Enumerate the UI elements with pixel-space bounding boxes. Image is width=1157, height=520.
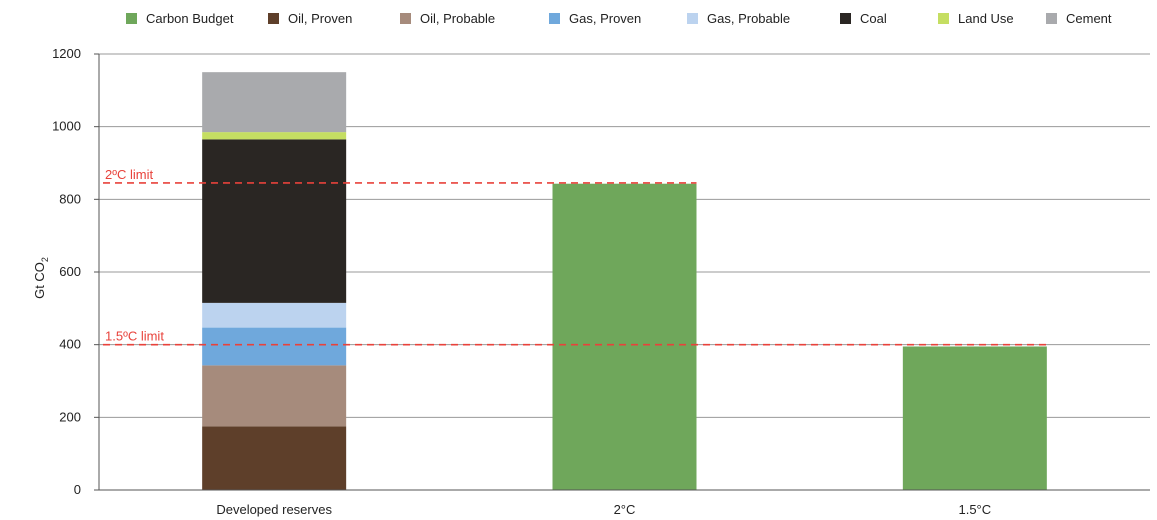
reference-lines: 2ºC limit 1.5ºC limit [103, 167, 1047, 346]
bar-developed-reserves-gas-proven [202, 327, 347, 366]
bar-developed-reserves-oil-proven [202, 426, 347, 490]
bar-developed-reserves-cement [202, 72, 347, 133]
y-tick-label-600: 600 [59, 264, 81, 279]
legend-label-cement: Cement [1066, 11, 1112, 26]
legend-label-gas-probable: Gas, Probable [707, 11, 790, 26]
bar-developed-reserves-land-use [202, 132, 347, 140]
legend-item-cement: Cement [1046, 11, 1112, 26]
legend-item-oil-proven: Oil, Proven [268, 11, 352, 26]
legend-label-oil-probable: Oil, Probable [420, 11, 495, 26]
bar-2-c-carbon-budget [552, 183, 697, 490]
legend-swatch-oil-proven [268, 13, 279, 24]
legend-item-coal: Coal [840, 11, 887, 26]
legend-swatch-gas-proven [549, 13, 560, 24]
legend-swatch-carbon-budget [126, 13, 137, 24]
legend-item-land-use: Land Use [938, 11, 1014, 26]
legend-swatch-gas-probable [687, 13, 698, 24]
y-tick-label-200: 200 [59, 409, 81, 424]
x-tick-label-2-c: 2°C [614, 502, 636, 517]
y-tick-label-400: 400 [59, 337, 81, 352]
chart-legend: Carbon Budget Oil, Proven Oil, Probable Gas… [126, 11, 1112, 26]
x-tick-label-1-5-c: 1.5°C [958, 502, 991, 517]
legend-label-gas-proven: Gas, Proven [569, 11, 641, 26]
y-tick-label-0: 0 [74, 482, 81, 497]
bar-developed-reserves-oil-probable [202, 365, 347, 427]
y-axis-label-subscript: 2 [40, 257, 50, 262]
legend-swatch-land-use [938, 13, 949, 24]
bar-developed-reserves-gas-probable [202, 302, 347, 328]
legend-item-carbon-budget: Carbon Budget [126, 11, 234, 26]
legend-label-carbon-budget: Carbon Budget [146, 11, 234, 26]
bar-1-5-c-carbon-budget [902, 346, 1047, 490]
bar-developed-reserves-coal [202, 139, 347, 303]
legend-item-gas-proven: Gas, Proven [549, 11, 641, 26]
y-axis-label-main: Gt CO [32, 262, 47, 299]
legend-label-land-use: Land Use [958, 11, 1014, 26]
legend-item-oil-probable: Oil, Probable [400, 11, 495, 26]
legend-swatch-oil-probable [400, 13, 411, 24]
legend-swatch-coal [840, 13, 851, 24]
reference-label-1-5-c-limit: 1.5ºC limit [105, 329, 164, 344]
legend-item-gas-probable: Gas, Probable [687, 11, 790, 26]
legend-swatch-cement [1046, 13, 1057, 24]
y-axis-label: Gt CO2 [32, 257, 50, 299]
legend-label-coal: Coal [860, 11, 887, 26]
y-tick-label-1200: 1200 [52, 46, 81, 61]
legend-label-oil-proven: Oil, Proven [288, 11, 352, 26]
reference-label-2-c-limit: 2ºC limit [105, 167, 153, 182]
axes: 0 200 400 600 800 1000 1200 Developed reserves 2… [52, 46, 1150, 517]
y-tick-label-1000: 1000 [52, 119, 81, 134]
y-tick-label-800: 800 [59, 191, 81, 206]
x-tick-label-developed-reserves: Developed reserves [216, 502, 332, 517]
bars [202, 72, 1047, 490]
